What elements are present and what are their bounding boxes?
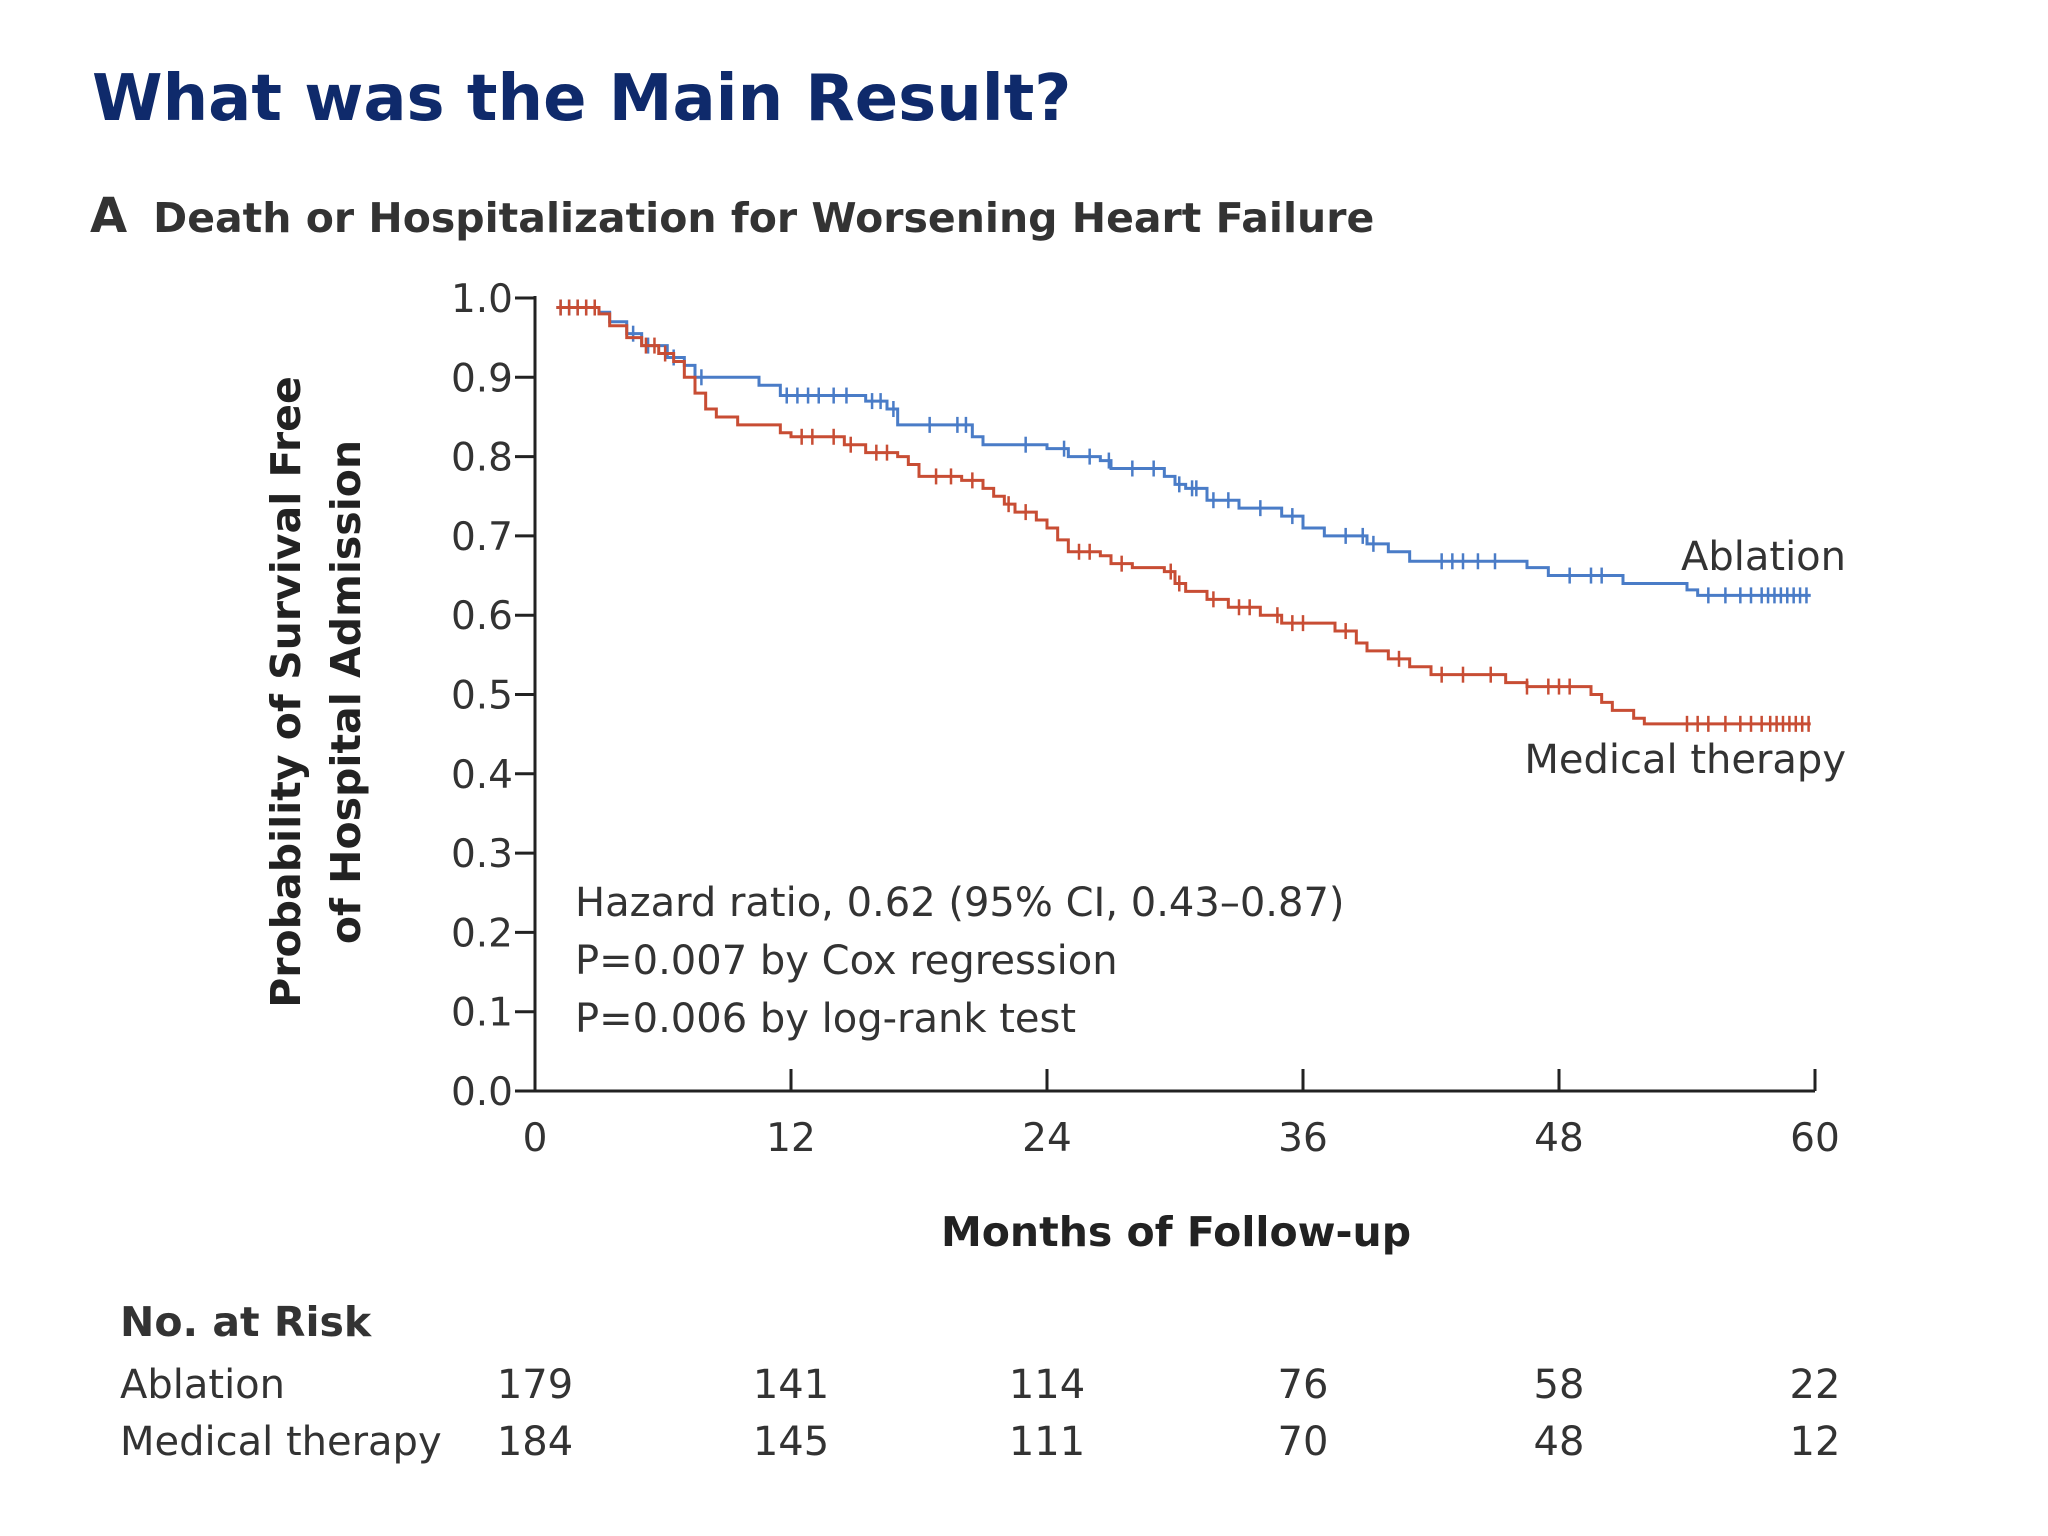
y-tick-label: 1.0 (451, 277, 513, 322)
y-tick-label: 0.7 (451, 515, 513, 560)
y-tick-label: 0.5 (451, 674, 513, 719)
risk-cell: 145 (752, 1419, 830, 1465)
y-tick-label: 0.9 (451, 356, 513, 401)
x-tick-label: 12 (766, 1116, 816, 1161)
risk-cell: 141 (752, 1362, 830, 1408)
slide-title: What was the Main Result? (92, 62, 1072, 136)
x-tick-label: 0 (523, 1116, 548, 1161)
y-tick-label: 0.4 (451, 753, 513, 798)
stats-annotation: P=0.007 by Cox regression (575, 938, 1118, 984)
risk-cell: 22 (1789, 1362, 1841, 1408)
chart-series-layer (556, 299, 1811, 732)
stats-annotation: P=0.006 by log-rank test (575, 996, 1076, 1042)
risk-cell: 114 (1008, 1362, 1086, 1408)
y-axis-title-line: Probability of Survival Free (262, 376, 310, 1008)
x-axis-title: Months of Follow-up (941, 1208, 1411, 1256)
risk-row-label: Ablation (120, 1362, 285, 1408)
risk-cell: 184 (496, 1419, 574, 1465)
y-tick-label: 0.0 (451, 1070, 513, 1115)
chart-title: Death or Hospitalization for Worsening H… (153, 194, 1375, 242)
series-label-medical-therapy: Medical therapy (1524, 737, 1846, 783)
y-tick-label: 0.1 (451, 991, 513, 1036)
risk-cell: 12 (1789, 1419, 1841, 1465)
series-line-ablation (556, 306, 1811, 597)
y-tick-label: 0.6 (451, 594, 513, 639)
risk-cell: 48 (1533, 1419, 1585, 1465)
risk-cell: 70 (1277, 1419, 1329, 1465)
stats-annotation: Hazard ratio, 0.62 (95% CI, 0.43–0.87) (575, 880, 1345, 926)
x-tick-label: 48 (1534, 1116, 1584, 1161)
y-tick-label: 0.2 (451, 911, 513, 956)
risk-table-title: No. at Risk (120, 1298, 372, 1346)
series-line-medical-therapy (556, 306, 1811, 726)
risk-cell: 111 (1008, 1419, 1086, 1465)
y-axis-title-line: of Hospital Admission (322, 440, 370, 944)
risk-row-label: Medical therapy (120, 1419, 442, 1465)
series-label-ablation: Ablation (1681, 534, 1846, 580)
y-tick-label: 0.3 (451, 832, 513, 877)
risk-cell: 58 (1533, 1362, 1585, 1408)
x-tick-label: 60 (1790, 1116, 1840, 1161)
panel-letter: A (90, 188, 128, 244)
chart-labels-layer: Months of Follow-up Probability of Surviv… (262, 376, 1846, 1256)
chart-axes: 0.0 0.1 0.2 0.3 0.4 0.5 0.6 0.7 0.8 0.9 1.0 0 12 24 36… (451, 277, 1840, 1161)
x-tick-label: 36 (1278, 1116, 1328, 1161)
risk-cell: 76 (1277, 1362, 1329, 1408)
risk-cell: 179 (496, 1362, 574, 1408)
panel-header: A Death or Hospitalization for Worsening … (90, 188, 1374, 244)
x-tick-label: 24 (1022, 1116, 1072, 1161)
y-tick-label: 0.8 (451, 436, 513, 481)
